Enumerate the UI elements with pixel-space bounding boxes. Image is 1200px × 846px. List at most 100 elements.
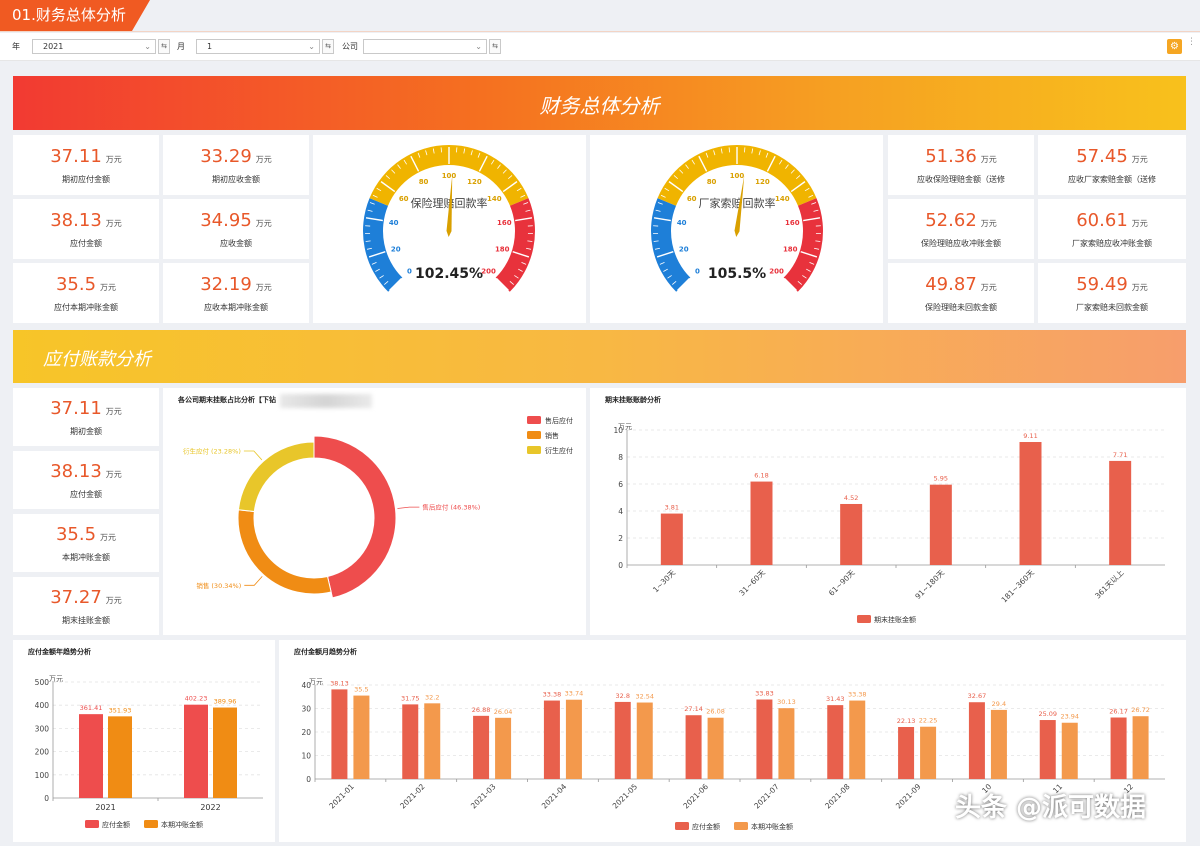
legend-swatch xyxy=(144,820,158,828)
bar-value-label: 25.09 xyxy=(1038,710,1057,718)
gauge-tick xyxy=(514,275,519,279)
bar-value-label: 27.14 xyxy=(684,705,703,713)
kpi-label: 应付本期冲账金额 xyxy=(54,303,118,312)
bar xyxy=(1109,460,1132,565)
axis-unit-label: 万元 xyxy=(309,678,323,686)
gauge-tick xyxy=(654,247,660,250)
x-tick-label: 2021 xyxy=(95,803,115,812)
bar-value-label: 35.5 xyxy=(354,686,368,694)
gauge-tick-label: 20 xyxy=(391,245,401,253)
kpi-card: 59.49 万元 厂家索赔未回款金额 xyxy=(1038,263,1186,323)
x-tick-label: 2022 xyxy=(200,803,220,812)
kpi-card: 38.13 万元 应付金额 xyxy=(13,199,159,259)
gauge-tick xyxy=(368,251,386,258)
bar xyxy=(1019,442,1042,565)
gauge-tick xyxy=(391,169,396,174)
gauge-tick xyxy=(655,209,661,212)
kpi-label: 期末挂账金额 xyxy=(62,616,110,625)
legend-label: 本期冲账金额 xyxy=(161,820,203,829)
bar xyxy=(685,715,702,779)
x-tick-label: 2021-04 xyxy=(540,782,569,811)
bar xyxy=(636,702,653,779)
year-select[interactable]: 2021 ⌄ xyxy=(32,39,156,54)
gauge-tick-label: 200 xyxy=(769,268,784,276)
bar-value-label: 3.81 xyxy=(665,504,679,512)
donut-label: 售后应付 (46.38%) xyxy=(422,503,480,512)
company-select[interactable]: ⌄ xyxy=(363,39,487,54)
gauge-tick xyxy=(808,194,814,198)
y-tick-label: 500 xyxy=(35,678,50,687)
y-tick-label: 300 xyxy=(35,724,50,733)
kpi-unit: 万元 xyxy=(1131,155,1148,164)
gauge-tick xyxy=(397,164,401,169)
chart-title: 各公司期末挂账占比分析【下钻 xyxy=(177,395,276,404)
year-value: 2021 xyxy=(43,42,64,51)
section-title: 财务总体分析 xyxy=(539,94,660,118)
legend-label: 应付金额 xyxy=(102,820,130,829)
gauge-tick xyxy=(698,155,708,172)
x-tick-label: 2021-01 xyxy=(327,782,356,811)
tab-financial-overview[interactable]: 01.财务总体分析 xyxy=(0,0,150,31)
bar-value-label: 32.2 xyxy=(425,693,439,701)
yearly-bar-chart-card: 应付金额年趋势分析 万元 0 100 200 300 400 500 361.41 351.93 2… xyxy=(13,640,275,842)
legend-swatch xyxy=(857,615,871,623)
legend-swatch xyxy=(527,446,541,454)
gauge-band xyxy=(369,144,529,206)
bar xyxy=(750,481,773,565)
gauge-tick xyxy=(410,155,420,172)
gauge-tick xyxy=(806,268,811,272)
donut-slice xyxy=(313,435,397,599)
y-tick-label: 10 xyxy=(301,752,311,761)
bar-value-label: 389.96 xyxy=(214,698,237,706)
y-tick-label: 100 xyxy=(35,771,50,780)
kpi-card: 37.11 万元 期初金额 xyxy=(13,388,159,446)
gauge-tick xyxy=(797,281,802,285)
x-tick-label: 91~180天 xyxy=(913,568,946,601)
bar xyxy=(898,726,915,779)
gauge-tick xyxy=(815,240,821,242)
donut-slice xyxy=(237,509,332,595)
gauge-tick xyxy=(366,247,372,250)
gauge-tick xyxy=(367,209,373,212)
gauge-tick xyxy=(814,247,820,250)
kpi-card: 52.62 万元 保险理赔应收冲账金额 xyxy=(888,199,1034,259)
chart-title: 应付金额年趋势分析 xyxy=(28,647,91,656)
more-icon[interactable]: ⋮ xyxy=(1187,37,1196,47)
gauge-tick xyxy=(705,152,709,158)
gear-icon[interactable]: ⚙ xyxy=(1167,39,1182,54)
month-select[interactable]: 1 ⌄ xyxy=(196,39,320,54)
gauge-tick xyxy=(497,164,501,169)
kpi-unit: 万元 xyxy=(105,219,122,228)
bar xyxy=(990,709,1007,779)
legend-label: 应付金额 xyxy=(692,822,720,831)
redacted-area xyxy=(280,394,372,408)
gauge-tick-label: 0 xyxy=(407,268,412,276)
filter-bar: 年 2021 ⌄ ⇆ 月 1 ⌄ ⇆ 公司 ⌄ ⇆ ⚙ ⋮ xyxy=(0,33,1200,61)
month-clear-button[interactable]: ⇆ xyxy=(322,39,334,54)
bar xyxy=(929,484,952,565)
y-tick-label: 40 xyxy=(301,681,311,690)
bar-value-label: 402.23 xyxy=(185,695,208,703)
kpi-label: 应付金额 xyxy=(70,490,102,499)
gauge-tick xyxy=(766,155,776,172)
kpi-label: 厂家索赔未回款金额 xyxy=(1076,303,1148,312)
y-tick-label: 0 xyxy=(44,794,49,803)
kpi-card: 35.5 万元 应付本期冲账金额 xyxy=(13,263,159,323)
gauge-tick xyxy=(376,187,382,192)
gauge-tick xyxy=(523,202,529,205)
x-tick-label: 2021-02 xyxy=(398,782,427,811)
year-clear-button[interactable]: ⇆ xyxy=(158,39,170,54)
company-clear-button[interactable]: ⇆ xyxy=(489,39,501,54)
gauge-tick-label: 160 xyxy=(785,219,800,227)
kpi-card: 57.45 万元 应收厂家索赔金额（送修 xyxy=(1038,135,1186,195)
y-tick-label: 0 xyxy=(618,561,623,570)
legend-swatch xyxy=(527,416,541,424)
bar-value-label: 33.74 xyxy=(565,690,584,698)
header-divider xyxy=(0,31,1200,32)
gauge-tick-label: 20 xyxy=(679,245,689,253)
kpi-unit: 万元 xyxy=(255,155,272,164)
bar xyxy=(565,699,582,779)
gauge-tick xyxy=(803,217,821,222)
kpi-label: 保险理赔未回款金额 xyxy=(925,303,997,312)
gauge-card: 0 20 40 60 80 100 120 140 160 180 200 厂家索赔回款率 105.5% xyxy=(590,135,883,323)
